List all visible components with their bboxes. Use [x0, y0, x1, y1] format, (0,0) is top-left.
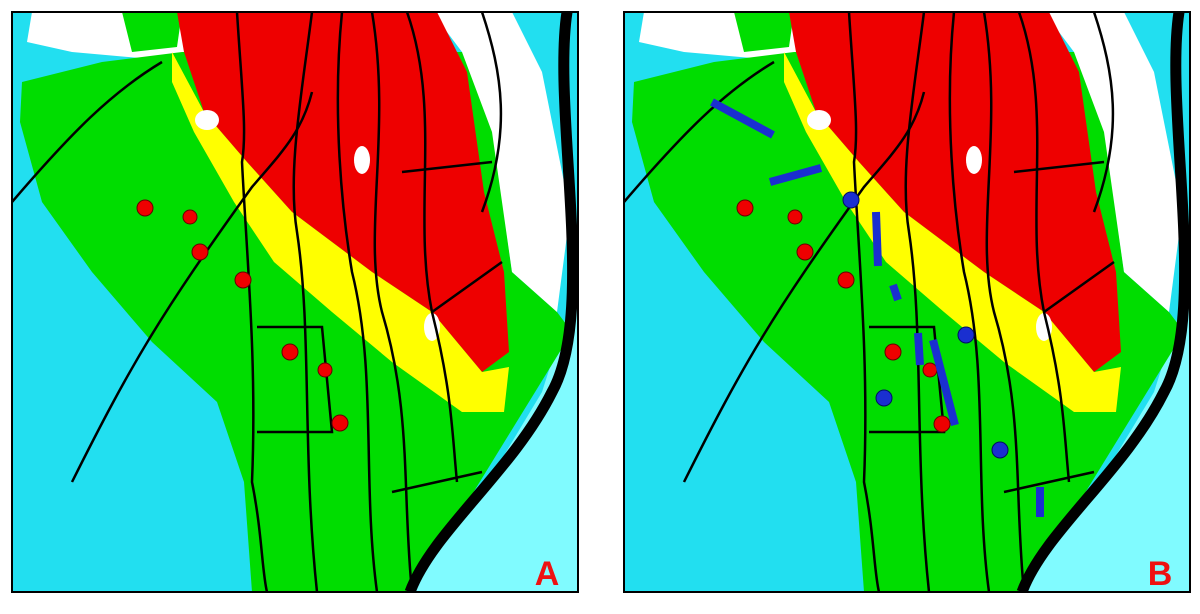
red-site: [182, 209, 198, 225]
map-b: [624, 12, 1190, 592]
red-site: [191, 243, 209, 261]
blue-bar: [768, 164, 823, 186]
blue-site: [842, 191, 860, 209]
panel-label: A: [535, 555, 560, 593]
blue-bars: [710, 98, 1044, 517]
red-site: [922, 362, 938, 378]
red-site: [331, 414, 349, 432]
blue-bar: [914, 332, 924, 366]
red-sites: [736, 199, 951, 433]
red-site: [234, 271, 252, 289]
blue-site: [957, 326, 975, 344]
red-site: [136, 199, 154, 217]
red-site: [736, 199, 754, 217]
red-site: [837, 271, 855, 289]
blue-site: [991, 441, 1009, 459]
red-site: [281, 343, 299, 361]
blue-bar: [929, 338, 959, 427]
red-site: [787, 209, 803, 225]
blue-bar: [889, 283, 902, 302]
red-site: [884, 343, 902, 361]
red-site: [317, 362, 333, 378]
red-site: [796, 243, 814, 261]
map-a: [12, 12, 578, 592]
blue-sites: [842, 191, 1009, 459]
panel-label: B: [1148, 555, 1173, 593]
blue-bar: [872, 211, 882, 267]
panel-border: [11, 11, 579, 593]
blue-bar: [710, 98, 775, 139]
blue-site: [875, 389, 893, 407]
red-site: [933, 415, 951, 433]
panel-border: [623, 11, 1191, 593]
red-sites: [136, 199, 349, 432]
